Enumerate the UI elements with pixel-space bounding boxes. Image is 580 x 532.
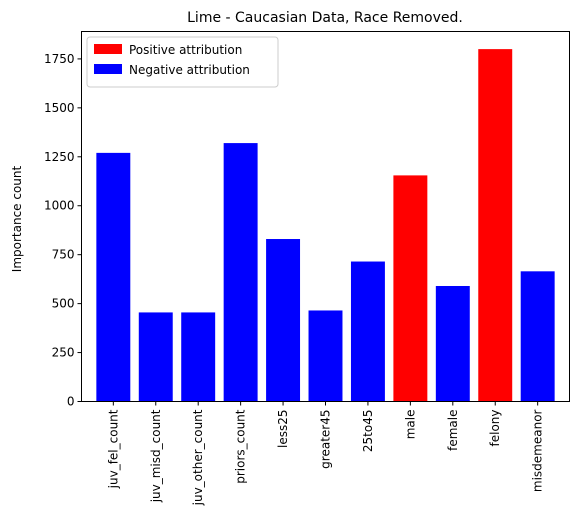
y-tick-label: 750 bbox=[52, 248, 75, 262]
x-tick-label: juv_fel_count bbox=[106, 409, 120, 489]
y-tick-label: 1750 bbox=[44, 52, 75, 66]
bar-greater45 bbox=[308, 310, 343, 402]
x-tick-label: less25 bbox=[276, 410, 290, 449]
x-tick-label: priors_count bbox=[234, 409, 248, 484]
bar-female bbox=[435, 285, 470, 402]
y-tick-label: 250 bbox=[52, 346, 75, 360]
y-tick-label: 0 bbox=[67, 395, 75, 409]
bar-juv_misd_count bbox=[138, 312, 173, 402]
bar-felony bbox=[478, 49, 513, 402]
x-tick-label: female bbox=[446, 410, 460, 451]
x-tick-label: male bbox=[403, 410, 417, 440]
chart-title: Lime - Caucasian Data, Race Removed. bbox=[187, 10, 463, 26]
y-tick-label: 1250 bbox=[44, 150, 75, 164]
legend: Positive attribution Negative attribution bbox=[86, 36, 279, 88]
bar-juv_other_count bbox=[181, 312, 216, 402]
x-tick-label: 25to45 bbox=[361, 410, 375, 453]
legend-label-positive: Positive attribution bbox=[129, 43, 242, 57]
bar-25to45 bbox=[350, 261, 385, 402]
y-axis-label: Importance count bbox=[10, 165, 24, 272]
bar-less25 bbox=[266, 239, 301, 402]
legend-swatch-positive bbox=[94, 44, 122, 54]
bars-group bbox=[96, 49, 555, 402]
legend-label-negative: Negative attribution bbox=[129, 63, 250, 77]
x-tick-label: greater45 bbox=[319, 410, 333, 469]
legend-frame bbox=[86, 36, 279, 88]
bar-juv_fel_count bbox=[96, 152, 131, 402]
bar-priors_count bbox=[223, 143, 258, 402]
bar-male bbox=[393, 175, 428, 402]
y-tick-label: 1000 bbox=[44, 199, 75, 213]
plot-frame bbox=[81, 31, 570, 402]
bar-misdemeanor bbox=[520, 271, 555, 402]
x-tick-label: juv_other_count bbox=[191, 409, 205, 506]
x-tick-label: felony bbox=[488, 410, 502, 447]
x-ticks-group: juv_fel_count juv_misd_count juv_other_cou… bbox=[106, 401, 545, 506]
x-tick-label: misdemeanor bbox=[531, 409, 545, 492]
y-ticks-group: 0 250 500 750 1000 1250 1500 1750 bbox=[44, 52, 82, 409]
x-tick-label: juv_misd_count bbox=[149, 409, 163, 503]
y-tick-label: 1500 bbox=[44, 101, 75, 115]
legend-swatch-negative bbox=[94, 64, 122, 74]
y-tick-label: 500 bbox=[52, 297, 75, 311]
